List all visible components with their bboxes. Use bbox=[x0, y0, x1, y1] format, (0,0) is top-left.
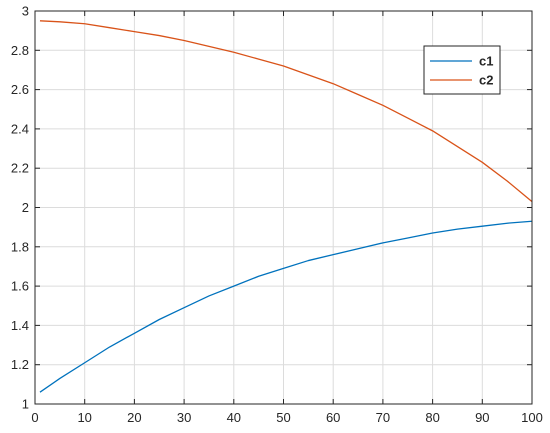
x-tick-labels: 0 10 20 30 40 50 60 70 80 90 100 bbox=[31, 410, 542, 425]
y-tick-label: 1 bbox=[22, 397, 29, 412]
x-tick-label: 80 bbox=[425, 410, 439, 425]
x-tick-label: 30 bbox=[177, 410, 191, 425]
series-line-c2 bbox=[39, 20, 533, 203]
tick-marks bbox=[34, 10, 533, 405]
legend-box bbox=[423, 45, 501, 95]
y-tick-label: 1.6 bbox=[11, 279, 29, 294]
y-tick-labels: 1 1.2 1.4 1.6 1.8 2 2.2 2.4 2.6 2.8 3 bbox=[11, 4, 29, 412]
x-tick-label: 60 bbox=[326, 410, 340, 425]
x-tick-label: 50 bbox=[276, 410, 290, 425]
y-tick-label: 2.4 bbox=[11, 121, 29, 136]
x-tick-label: 20 bbox=[127, 410, 141, 425]
x-tick-label: 90 bbox=[475, 410, 489, 425]
x-tick-label: 70 bbox=[376, 410, 390, 425]
x-tick-label: 100 bbox=[521, 410, 543, 425]
x-tick-label: 10 bbox=[77, 410, 91, 425]
data-series bbox=[39, 20, 533, 393]
x-tick-label: 40 bbox=[227, 410, 241, 425]
legend-label-c1: c1 bbox=[479, 54, 493, 69]
y-tick-label: 3 bbox=[22, 4, 29, 19]
y-tick-label: 1.8 bbox=[11, 239, 29, 254]
series-line-c1 bbox=[39, 220, 533, 393]
x-tick-label: 0 bbox=[31, 410, 38, 425]
legend-label-c2: c2 bbox=[479, 73, 493, 88]
y-tick-label: 2.2 bbox=[11, 161, 29, 176]
y-tick-label: 2.8 bbox=[11, 43, 29, 58]
y-tick-label: 1.2 bbox=[11, 357, 29, 372]
y-tick-label: 2 bbox=[22, 200, 29, 215]
y-tick-label: 2.6 bbox=[11, 82, 29, 97]
y-tick-label: 1.4 bbox=[11, 318, 29, 333]
